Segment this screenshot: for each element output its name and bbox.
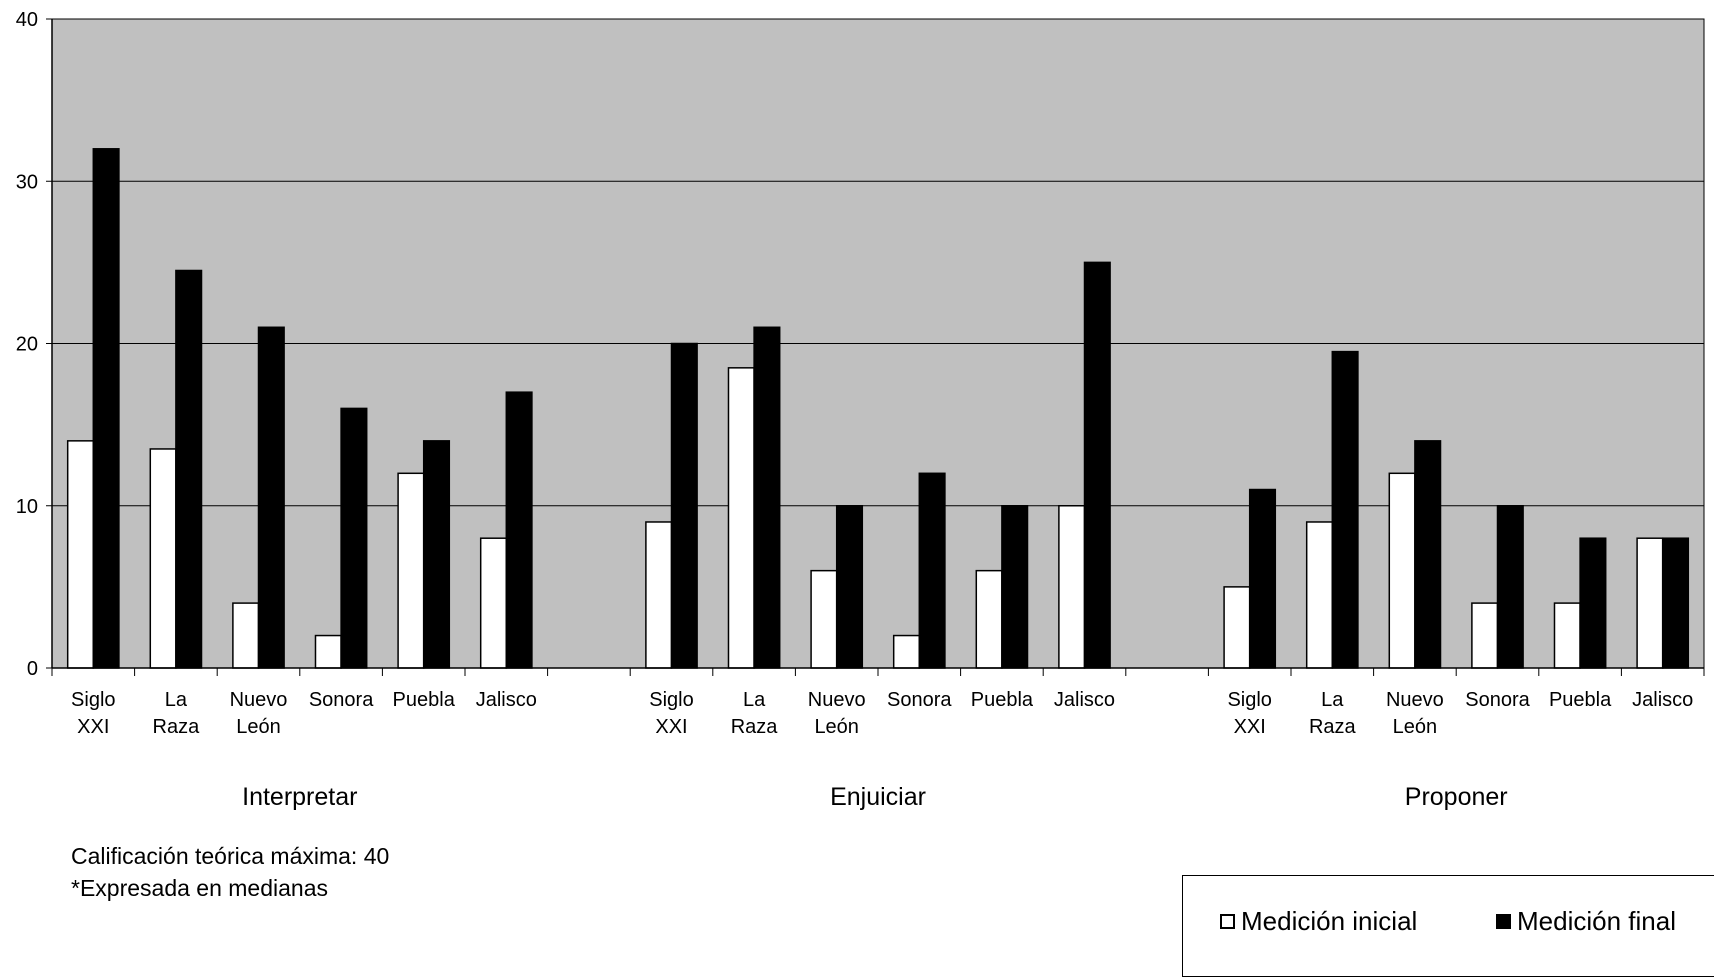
x-tick-label: La xyxy=(743,689,766,711)
bar-medicion-inicial xyxy=(232,602,260,669)
bar-medicion-final xyxy=(670,342,698,669)
x-tick-label: Siglo xyxy=(649,689,693,711)
bar-medicion-inicial xyxy=(1553,602,1581,669)
bar-medicion-inicial xyxy=(727,367,755,669)
x-tick-label: Jalisco xyxy=(1632,689,1693,711)
y-tick-label: 40 xyxy=(16,9,38,31)
bar-medicion-final xyxy=(340,407,368,669)
x-tick-label: León xyxy=(814,716,859,738)
bar-medicion-inicial xyxy=(397,472,425,669)
x-tick-label: Raza xyxy=(731,716,779,738)
bar-medicion-inicial xyxy=(975,569,1003,669)
bar-medicion-final xyxy=(918,472,946,669)
bar-medicion-inicial xyxy=(66,440,95,669)
x-tick-label: Puebla xyxy=(1549,689,1612,711)
bar-medicion-inicial xyxy=(1388,472,1416,669)
x-tick-label: XXI xyxy=(1234,716,1266,738)
bar-medicion-final xyxy=(1331,350,1359,669)
x-tick-label: Nuevo xyxy=(808,689,866,711)
x-tick-label: La xyxy=(1321,689,1344,711)
bar-medicion-inicial xyxy=(479,537,508,669)
y-tick-label: 30 xyxy=(16,171,38,193)
x-tick-label: XXI xyxy=(655,716,687,738)
bar-medicion-final xyxy=(1248,488,1277,669)
bar-medicion-inicial xyxy=(314,634,342,669)
legend-label-initial: Medición inicial xyxy=(1241,906,1418,936)
bar-medicion-final xyxy=(257,326,285,669)
x-tick-label: Nuevo xyxy=(230,689,288,711)
x-tick-label: León xyxy=(1393,716,1438,738)
bar-medicion-final xyxy=(835,505,864,669)
bar-medicion-final xyxy=(1001,505,1029,669)
note-max-score: Calificación teórica máxima: 40 xyxy=(71,843,390,869)
legend-swatch-final xyxy=(1496,914,1511,929)
x-tick-label: Sonora xyxy=(887,689,952,711)
x-tick-label: Puebla xyxy=(971,689,1034,711)
bar-medicion-inicial xyxy=(1058,505,1086,669)
bar-medicion-inicial xyxy=(810,569,838,669)
x-tick-label: Raza xyxy=(153,716,201,738)
bar-medicion-inicial xyxy=(645,521,673,669)
x-tick-label: La xyxy=(165,689,188,711)
bar-medicion-final xyxy=(753,326,781,669)
group-label: Enjuiciar xyxy=(830,783,926,811)
bar-medicion-final xyxy=(505,391,533,669)
legend: Medición inicial Medición final xyxy=(1182,875,1714,977)
bar-medicion-final xyxy=(1579,537,1607,669)
bar-medicion-inicial xyxy=(892,634,921,669)
bar-medicion-inicial xyxy=(1636,537,1664,669)
x-tick-label: Nuevo xyxy=(1386,689,1444,711)
legend-item-final: Medición final xyxy=(1496,906,1676,937)
x-tick-label: Sonora xyxy=(309,689,374,711)
y-tick-label: 0 xyxy=(27,658,38,680)
x-tick-label: León xyxy=(236,716,281,738)
plot-area: 0 10 20 30 40 Siglo XXI La Raza Nuevo León Sonora Pu… xyxy=(16,9,1705,811)
x-tick-label: Puebla xyxy=(393,689,456,711)
x-tick-label: Siglo xyxy=(1227,689,1271,711)
x-tick-label: Jalisco xyxy=(1054,689,1115,711)
x-tick-label: Raza xyxy=(1309,716,1357,738)
bar-medicion-inicial xyxy=(1305,521,1334,669)
group-label: Interpretar xyxy=(242,783,357,811)
bar-medicion-final xyxy=(422,440,451,669)
bar-medicion-inicial xyxy=(1471,602,1499,669)
bar-medicion-final xyxy=(1083,261,1111,669)
legend-swatch-initial xyxy=(1220,914,1235,929)
x-tick-label: XXI xyxy=(77,716,109,738)
x-tick-label: Siglo xyxy=(71,689,115,711)
note-medians: *Expresada en medianas xyxy=(71,875,328,901)
y-tick-label: 20 xyxy=(16,334,38,356)
bar-medicion-final xyxy=(1496,505,1524,669)
bar-medicion-final xyxy=(1661,537,1690,669)
bar-medicion-final xyxy=(1414,440,1442,669)
bar-medicion-final xyxy=(92,148,120,669)
bar-medicion-inicial xyxy=(149,448,177,669)
legend-label-final: Medición final xyxy=(1517,906,1676,936)
y-tick-label: 10 xyxy=(16,496,38,518)
x-tick-label: Jalisco xyxy=(476,689,537,711)
bar-medicion-inicial xyxy=(1223,586,1251,669)
legend-item-initial: Medición inicial xyxy=(1220,906,1417,937)
x-tick-label: Sonora xyxy=(1465,689,1530,711)
bar-medicion-final xyxy=(175,269,203,669)
group-label: Proponer xyxy=(1405,783,1508,811)
